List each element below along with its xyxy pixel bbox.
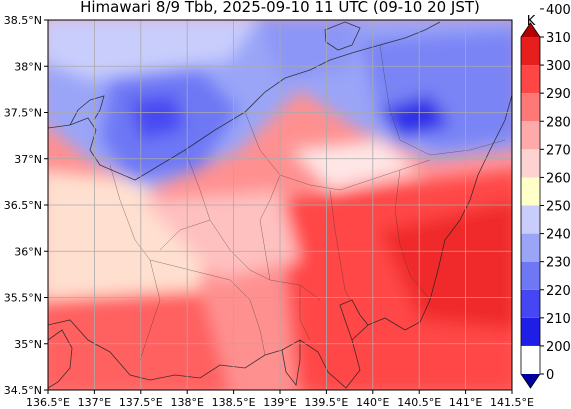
colorbar-ticks: 0 200 210 220 230 240 250 260 270 280 290 300 310 400	[540, 3, 571, 383]
cold-core-center	[130, 95, 185, 140]
colorbar-tick-label: 220	[546, 284, 571, 299]
prefecture-borders	[109, 44, 506, 361]
warm-region-southwest	[48, 290, 229, 390]
gridlines	[48, 20, 512, 390]
y-tick-label: 35.5°N	[4, 292, 42, 305]
colorbar-swatch	[521, 65, 540, 94]
cold-region-northwest	[48, 20, 257, 80]
cold-core-northeast	[380, 95, 450, 140]
colorbar-extend-max	[521, 23, 540, 37]
colorbar-swatch	[521, 289, 540, 318]
colorbar-swatch	[521, 177, 540, 206]
colorbar-swatch	[521, 149, 540, 178]
x-tick-label: 136.5°E	[26, 396, 70, 409]
x-tick-label: 141.5°E	[490, 396, 534, 409]
colorbar-tick-label: 270	[546, 143, 571, 158]
cool-band-east	[290, 140, 420, 190]
colorbar-unit: K	[527, 14, 536, 29]
map-plot-area	[47, 19, 513, 391]
coastline-izu	[281, 340, 301, 386]
colorbar-swatch	[521, 317, 540, 346]
x-tick-label: 137°E	[78, 396, 111, 409]
y-tick-label: 37°N	[14, 153, 42, 166]
colorbar-tick-label: 300	[546, 59, 571, 74]
y-tick-label: 37.5°N	[4, 107, 42, 120]
colorbar-tick-label: 0	[546, 368, 554, 383]
colorbar-tick-label: 210	[546, 312, 571, 327]
colorbar-tick-label: 400	[546, 3, 571, 18]
y-tick-label: 34.5°N	[4, 384, 42, 397]
y-tick-label: 36.5°N	[4, 199, 42, 212]
colorbar-swatches	[520, 22, 541, 389]
x-tick-label: 139.5°E	[304, 396, 348, 409]
coastline-tokyo-bay	[339, 299, 369, 341]
y-tick-label: 35°N	[14, 338, 42, 351]
colorbar-extend-min	[521, 374, 540, 388]
x-tick-label: 140.5°E	[397, 396, 441, 409]
x-tick-label: 140°E	[356, 396, 389, 409]
coastline-japan-sea	[48, 21, 441, 181]
x-tick-label: 138.5°E	[212, 396, 256, 409]
colorbar-swatch	[521, 233, 540, 262]
colorbar-tick-label: 260	[546, 171, 571, 186]
colorbar-tick-label: 230	[546, 256, 571, 271]
coastline-pacific	[48, 94, 512, 389]
colorbar-swatch	[521, 93, 540, 122]
map-title: Himawari 8/9 Tbb, 2025-09-10 11 UTC (09-…	[80, 0, 480, 16]
colorbar-tick-label: 200	[546, 340, 571, 355]
colorbar-tick-label: 290	[546, 87, 571, 102]
colorbar-swatch	[521, 121, 540, 150]
x-tick-label: 138°E	[170, 396, 203, 409]
colorbar-swatch	[521, 37, 540, 66]
colorbar-tick-label: 280	[546, 115, 571, 130]
coastlines	[48, 21, 512, 389]
colorbar-tick-label: 250	[546, 200, 571, 215]
x-axis: 136.5°E 137°E 137.5°E 138°E 138.5°E 139°E 139.…	[26, 390, 534, 409]
colorbar-swatch	[521, 205, 540, 234]
y-tick-label: 36°N	[14, 245, 42, 258]
cold-strip-north-center	[260, 20, 360, 80]
x-tick-label: 139°E	[263, 396, 296, 409]
x-tick-label: 141°E	[449, 396, 482, 409]
y-tick-label: 38.5°N	[4, 14, 42, 27]
colorbar-swatch	[521, 261, 540, 290]
colorbar-tick-label: 310	[546, 31, 571, 46]
y-tick-label: 38°N	[14, 60, 42, 73]
coastline-ise-bay	[48, 329, 73, 389]
colorbar-tick-label: 240	[546, 228, 571, 243]
y-axis: 34.5°N 35°N 35.5°N 36°N 36.5°N 37°N 37.5°N 38°N…	[4, 14, 48, 397]
colorbar: K 0 200 210 220 230 240 250 260 270 280 290 300 310 4…	[520, 3, 571, 389]
pale-region-west	[48, 170, 210, 300]
temperature-field	[48, 20, 512, 390]
x-tick-label: 137.5°E	[119, 396, 163, 409]
